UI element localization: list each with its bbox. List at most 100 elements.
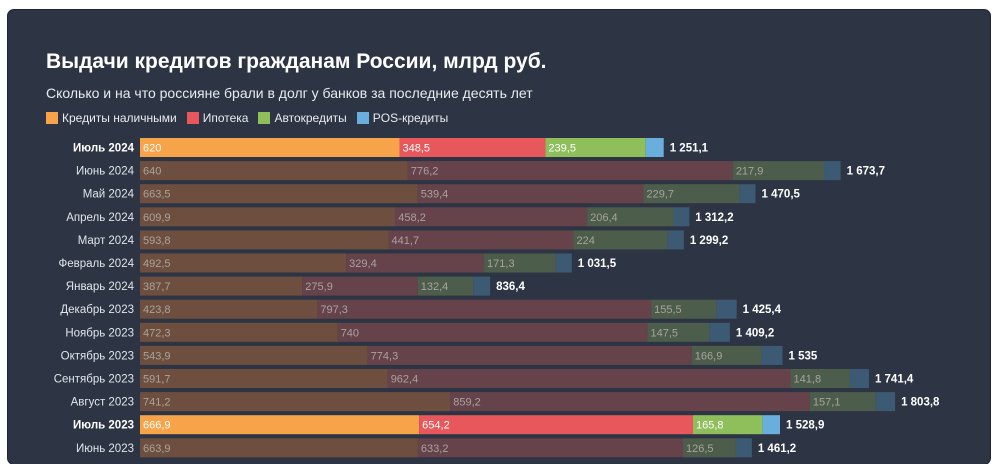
segment-value-label: 593,8 [143, 235, 171, 247]
bar-segment-pos-loans[interactable] [849, 369, 869, 388]
bar-segment-car-loans[interactable] [809, 392, 876, 412]
bar-segment-mortgage[interactable] [387, 369, 791, 388]
bar-segment-mortgage[interactable] [407, 161, 733, 181]
row-total-label: 1 741,4 [875, 374, 914, 386]
legend-label: Автокредиты [274, 111, 347, 125]
bar-segment-mortgage[interactable] [419, 415, 694, 435]
bar-segment-pos-loans[interactable] [735, 438, 752, 458]
row-total-label: 1 409,2 [736, 327, 774, 339]
row-total-label: 1 299,2 [690, 235, 728, 247]
bar-segment-pos-loans[interactable] [667, 230, 684, 250]
row-label: Март 2024 [78, 235, 135, 247]
bar-segment-cash-loans[interactable] [140, 322, 338, 342]
bar-segment-mortgage[interactable] [399, 138, 546, 157]
bar-segment-pos-loans[interactable] [762, 415, 780, 435]
segment-value-label: 166,9 [695, 350, 723, 362]
row-total-label: 1 425,4 [743, 304, 782, 316]
bar-segment-car-loans[interactable] [484, 253, 556, 273]
bar-segment-cash-loans[interactable] [140, 345, 368, 365]
segment-value-label: 329,4 [349, 258, 377, 270]
legend: Кредиты наличными Ипотека Автокредиты PO… [46, 110, 448, 126]
row-label: Май 2024 [83, 189, 135, 201]
bar-segment-cash-loans[interactable] [140, 184, 418, 204]
legend-item-mortgage[interactable]: Ипотека [186, 111, 249, 125]
bar-segment-pos-loans[interactable] [645, 138, 664, 157]
bar-segment-cash-loans[interactable] [140, 299, 318, 319]
bar-segment-mortgage[interactable] [417, 184, 644, 204]
bar-segment-mortgage[interactable] [337, 322, 648, 342]
legend-item-pos-loans[interactable]: POS-кредиты [356, 111, 449, 125]
bar-segment-cash-loans[interactable] [140, 253, 347, 273]
segment-value-label: 275,9 [305, 281, 333, 293]
bar-segment-mortgage[interactable] [388, 230, 574, 250]
bar-segment-cash-loans[interactable] [140, 392, 451, 412]
row-total-label: 1 528,9 [786, 420, 824, 432]
segment-value-label: 741,2 [143, 397, 171, 409]
bar-segment-car-loans[interactable] [693, 415, 763, 435]
segment-value-label: 492,5 [143, 258, 171, 270]
bar-segment-cash-loans[interactable] [140, 438, 418, 458]
bar-segment-car-loans[interactable] [691, 345, 762, 365]
segment-value-label: 633,2 [421, 443, 449, 455]
bar-segment-mortgage[interactable] [317, 299, 652, 319]
bar-segment-cash-loans[interactable] [140, 415, 420, 435]
segment-value-label: 165,8 [696, 420, 724, 432]
segment-value-label: 348,5 [403, 143, 431, 155]
segment-value-label: 591,7 [143, 374, 171, 386]
bar-segment-cash-loans[interactable] [140, 161, 408, 181]
legend-item-cash-loans[interactable]: Кредиты наличными [46, 111, 177, 125]
bar-segment-car-loans[interactable] [573, 230, 668, 250]
legend-label: POS-кредиты [372, 111, 449, 125]
bar-segment-car-loans[interactable] [790, 369, 850, 388]
bar-segment-cash-loans[interactable] [140, 369, 388, 388]
segment-value-label: 539,4 [421, 189, 449, 201]
row-label: Февраль 2024 [58, 258, 134, 270]
bar-segment-cash-loans[interactable] [140, 276, 303, 296]
bar-segment-car-loans[interactable] [732, 161, 825, 181]
bar-segment-car-loans[interactable] [651, 299, 717, 319]
bar-segment-cash-loans[interactable] [140, 138, 400, 157]
bar-segment-car-loans[interactable] [643, 184, 740, 204]
segment-value-label: 387,7 [143, 281, 171, 293]
bar-segment-pos-loans[interactable] [673, 207, 690, 227]
bar-segment-pos-loans[interactable] [824, 161, 841, 181]
segment-value-label: 620 [143, 143, 161, 155]
row-total-label: 1 673,7 [847, 166, 885, 178]
row-total-label: 1 461,2 [758, 443, 796, 455]
row-label: Октябрь 2023 [61, 350, 134, 362]
bar-segment-pos-loans[interactable] [555, 253, 572, 273]
segment-value-label: 155,5 [654, 304, 682, 316]
bar-segment-mortgage[interactable] [346, 253, 485, 273]
bar-segment-cash-loans[interactable] [140, 230, 389, 250]
stacked-bar-chart: Июль 2024 620 348,5 239,5 1 251,1 Июнь 2024 64… [54, 138, 940, 458]
row-total-label: 1 803,8 [901, 397, 940, 409]
bar-segment-pos-loans[interactable] [875, 392, 896, 412]
bar-segment-mortgage[interactable] [395, 207, 588, 227]
row-label: Август 2023 [71, 397, 134, 409]
row-total-label: 1 470,5 [762, 189, 801, 201]
segment-value-label: 224 [576, 235, 594, 247]
bar-segment-car-loans[interactable] [417, 276, 474, 296]
bar-segment-mortgage[interactable] [450, 392, 810, 412]
bar-segment-pos-loans[interactable] [473, 276, 491, 296]
legend-label: Ипотека [202, 111, 249, 125]
bar-segment-pos-loans[interactable] [709, 322, 730, 342]
bar-segment-car-loans[interactable] [682, 438, 736, 458]
legend-swatch [46, 112, 58, 124]
bar-segment-mortgage[interactable] [417, 438, 683, 458]
bar-segment-pos-loans[interactable] [716, 299, 737, 319]
bar-segment-mortgage[interactable] [302, 276, 418, 296]
bar-segment-car-loans[interactable] [545, 138, 646, 157]
segment-value-label: 797,3 [320, 304, 348, 316]
segment-value-label: 458,2 [398, 212, 426, 224]
bar-segment-pos-loans[interactable] [739, 184, 756, 204]
bar-segment-car-loans[interactable] [587, 207, 674, 227]
row-label: Декабрь 2023 [60, 304, 134, 316]
bar-segment-car-loans[interactable] [647, 322, 710, 342]
bar-segment-cash-loans[interactable] [140, 207, 396, 227]
bar-segment-mortgage[interactable] [367, 345, 692, 365]
segment-value-label: 472,3 [143, 327, 171, 339]
bar-segment-pos-loans[interactable] [761, 345, 783, 365]
segment-value-label: 609,9 [143, 212, 171, 224]
legend-item-car-loans[interactable]: Автокредиты [258, 111, 347, 125]
